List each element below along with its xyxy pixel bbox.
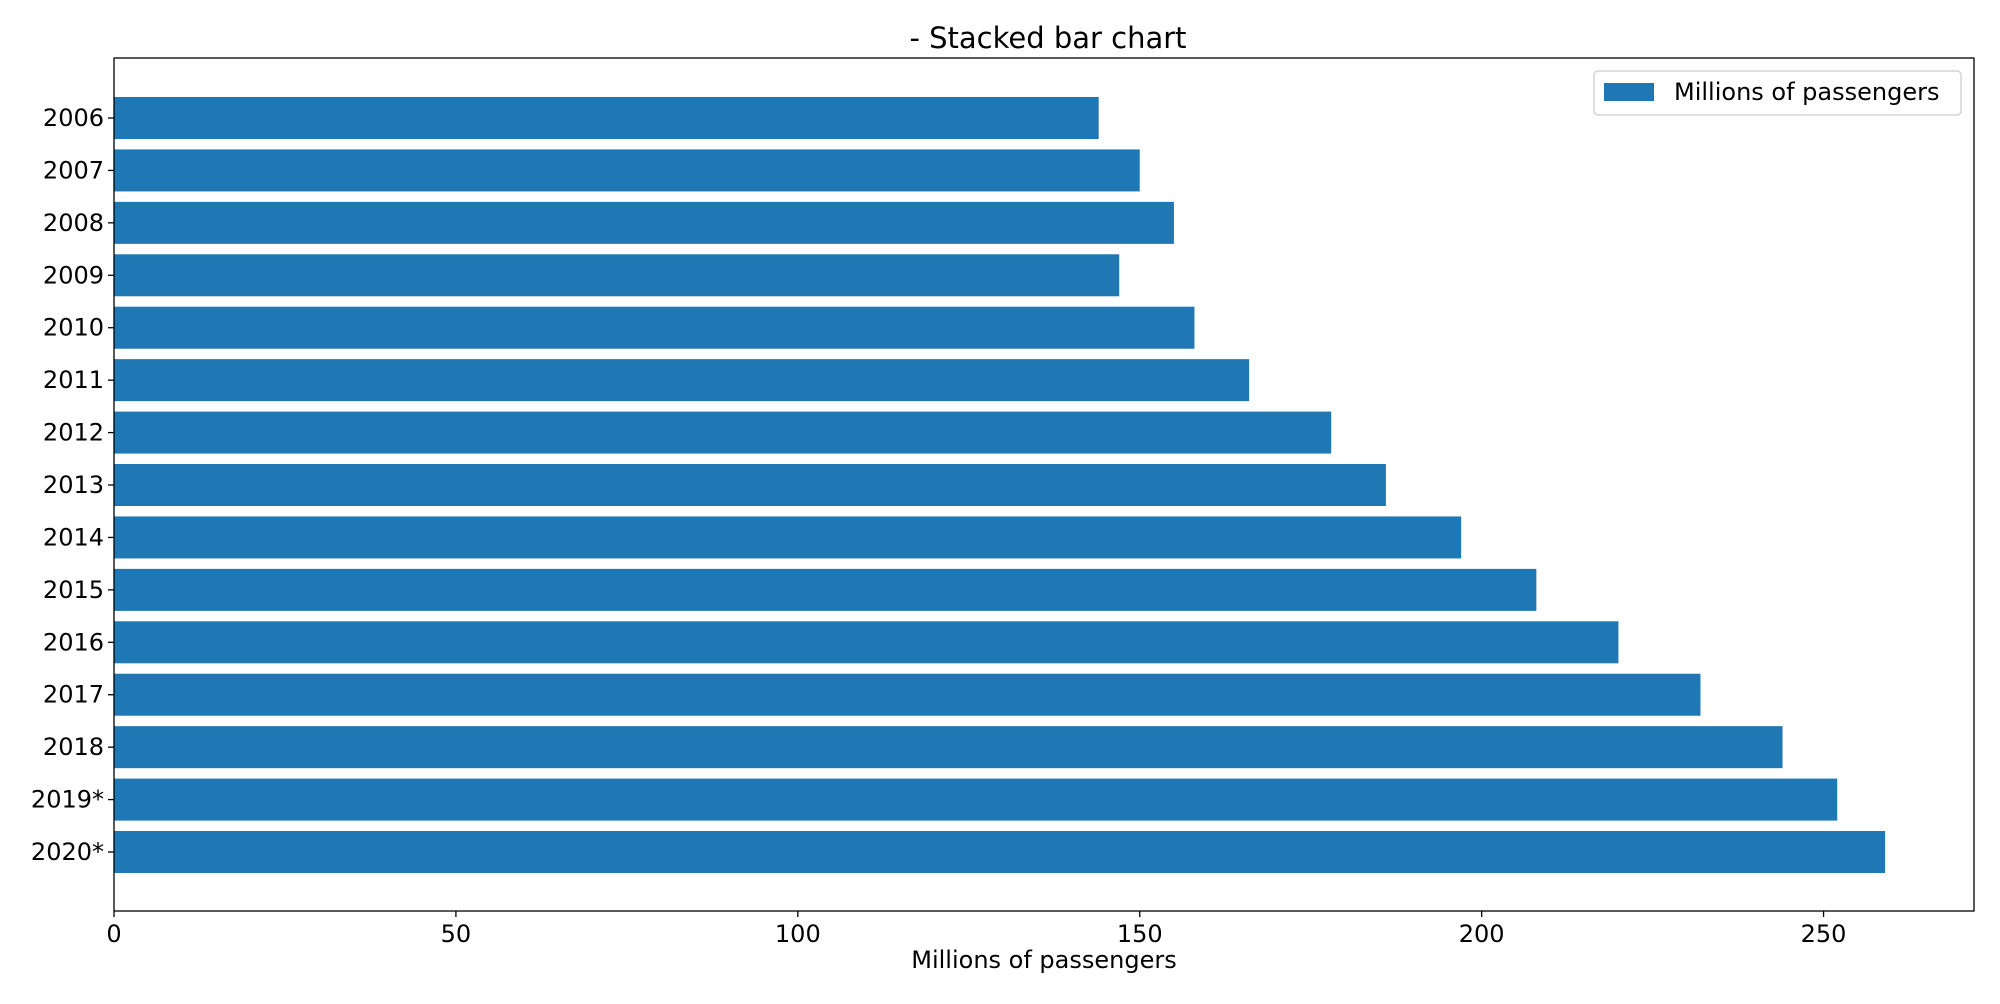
bar-2010 <box>114 306 1195 349</box>
bar-2018 <box>114 726 1783 769</box>
bar-2013 <box>114 464 1386 507</box>
y-tick-label: 2015 <box>43 576 104 604</box>
bar-2019-star <box>114 778 1838 821</box>
bar-2007 <box>114 149 1140 192</box>
legend: Millions of passengers <box>1593 70 1962 116</box>
bar-2012 <box>114 411 1332 454</box>
y-tick-label: 2012 <box>43 419 104 447</box>
x-axis-ticks: 0 50 100 150 200 250 <box>106 911 1846 948</box>
bar-2011 <box>114 359 1250 402</box>
y-tick-label: 2007 <box>43 156 104 184</box>
y-tick-label: 2010 <box>43 314 104 342</box>
x-axis-label: Millions of passengers <box>911 946 1176 974</box>
bar-2006 <box>114 97 1099 139</box>
x-tick-label: 200 <box>1459 920 1505 948</box>
bar-2009 <box>114 254 1120 297</box>
y-tick-label: 2014 <box>43 523 104 551</box>
y-tick-label: 2019* <box>31 786 104 814</box>
y-axis-ticks: 2006 2007 2008 2009 2010 2011 2012 2013 2014 2015… <box>31 104 114 866</box>
bars-layer <box>114 97 1886 874</box>
chart-title: - Stacked bar chart <box>909 21 1186 55</box>
x-tick-label: 100 <box>775 920 821 948</box>
bar-2017 <box>114 673 1701 716</box>
y-tick-label: 2008 <box>43 209 104 237</box>
legend-swatch <box>1604 83 1654 101</box>
y-tick-label: 2016 <box>43 628 104 656</box>
y-tick-label: 2011 <box>43 366 104 394</box>
y-tick-label: 2013 <box>43 471 104 499</box>
plot-frame <box>113 57 1975 912</box>
y-tick-label: 2017 <box>43 681 104 709</box>
y-tick-label: 2018 <box>43 733 104 761</box>
bar-2008 <box>114 201 1174 244</box>
legend-label: Millions of passengers <box>1674 78 1939 106</box>
bar-2016 <box>114 621 1619 664</box>
x-tick-label: 50 <box>441 920 472 948</box>
bar-2015 <box>114 568 1537 611</box>
bar-2020-star <box>114 831 1886 874</box>
legend-frame <box>1593 70 1962 116</box>
x-tick-label: 250 <box>1801 920 1847 948</box>
y-tick-label: 2009 <box>43 261 104 289</box>
x-tick-label: 150 <box>1117 920 1163 948</box>
y-tick-label: 2006 <box>43 104 104 132</box>
x-tick-label: 0 <box>106 920 121 948</box>
bar-2014 <box>114 516 1462 559</box>
y-tick-label: 2020* <box>31 838 104 866</box>
